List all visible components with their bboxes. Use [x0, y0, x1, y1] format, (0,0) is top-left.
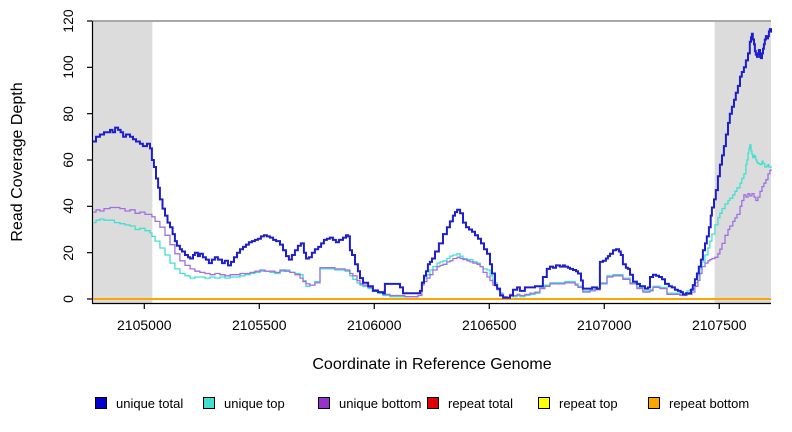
legend-label: unique bottom [339, 395, 422, 411]
y-tick-label: 0 [60, 295, 76, 303]
x-tick-label: 2107500 [691, 317, 747, 333]
legend-swatch-icon [427, 397, 439, 409]
legend-item-unique-total: unique total [95, 395, 184, 411]
series-line-unique-bottom [93, 169, 772, 299]
legend-item-unique-top: unique top [203, 395, 285, 411]
legend-swatch-icon [203, 397, 215, 409]
series-line-unique-total [93, 28, 772, 299]
legend-item-repeat-bottom: repeat bottom [648, 395, 750, 411]
shaded-region-0 [93, 21, 153, 304]
y-tick-label: 20 [60, 244, 76, 261]
x-tick-label: 2107000 [576, 317, 632, 333]
legend-swatch-icon [318, 397, 330, 409]
x-tick-label: 2105500 [232, 317, 287, 333]
legend-item-unique-bottom: unique bottom [318, 395, 422, 411]
legend-label: repeat total [448, 395, 514, 411]
series-line-unique-top [93, 144, 772, 299]
legend-swatch-icon [95, 397, 107, 409]
legend-label: repeat top [559, 395, 618, 411]
y-tick-label: 120 [60, 9, 76, 33]
legend-label: unique top [224, 395, 285, 411]
x-axis-title: Coordinate in Reference Genome [312, 356, 552, 373]
y-axis-title: Read Coverage Depth [9, 82, 26, 242]
y-tick-label: 40 [60, 198, 76, 215]
y-tick-label: 80 [60, 105, 76, 122]
y-tick-label: 60 [60, 152, 76, 168]
x-tick-label: 2106500 [462, 317, 517, 333]
x-tick-label: 2105000 [117, 317, 172, 333]
y-tick-label: 100 [60, 55, 76, 80]
legend-swatch-icon [538, 397, 550, 409]
legend-item-repeat-top: repeat top [538, 395, 618, 411]
legend-label: unique total [116, 395, 184, 411]
legend-item-repeat-total: repeat total [427, 395, 514, 411]
x-tick-label: 2106000 [347, 317, 402, 333]
legend-swatch-icon [648, 397, 660, 409]
legend-label: repeat bottom [669, 395, 750, 411]
